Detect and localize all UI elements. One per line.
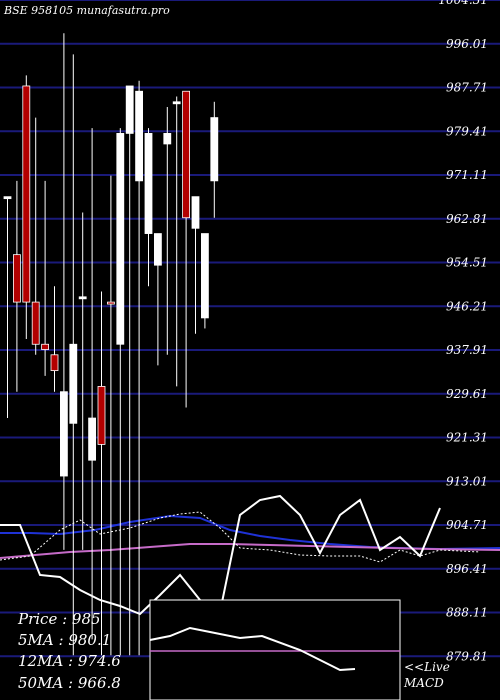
chart-title: BSE 958105 munafasutra.pro — [3, 4, 170, 17]
candle-body — [107, 301, 115, 305]
candle — [191, 196, 200, 334]
candle — [125, 85, 134, 656]
candle-body — [22, 85, 31, 303]
candle-body — [3, 196, 12, 200]
inset-line — [149, 626, 356, 672]
price-tick-label: 996.01 — [446, 37, 488, 51]
macd-label-line: MACD — [403, 676, 444, 690]
candle-body — [12, 254, 21, 303]
price-tick-label: 904.71 — [446, 518, 488, 532]
candle-body — [191, 196, 200, 229]
candle — [144, 128, 153, 287]
candle — [210, 101, 219, 218]
candle — [88, 128, 96, 640]
candle — [153, 233, 162, 366]
candle-body — [172, 101, 181, 105]
candle — [200, 233, 209, 329]
candle — [135, 80, 144, 656]
candle — [69, 54, 78, 656]
candle-body — [153, 233, 162, 266]
candle — [116, 128, 125, 656]
price-tick-label: 888.11 — [446, 606, 488, 620]
candle-body — [210, 117, 219, 182]
candle-body — [125, 85, 134, 134]
candle — [107, 175, 115, 656]
candle-body — [60, 391, 68, 477]
price-tick-label: 962.81 — [446, 212, 488, 226]
candle-body — [144, 133, 153, 234]
candle — [163, 107, 172, 355]
price-tick-label: 1004.31 — [438, 0, 488, 7]
price-axis-labels: 1004.31 996.01 987.71 979.41 971.11 962.81 954… — [438, 0, 488, 663]
candle — [41, 180, 49, 376]
price-tick-label: 921.31 — [446, 431, 488, 445]
candle — [12, 180, 21, 392]
price-tick-label: 896.41 — [446, 562, 488, 576]
price-tick-label: 987.71 — [446, 81, 488, 95]
candle — [182, 90, 191, 408]
price-tick-label: 979.41 — [446, 124, 488, 138]
candle-body — [97, 386, 106, 445]
candle — [3, 196, 12, 419]
price-tick-label: 971.11 — [446, 168, 488, 182]
info-block: Price : 985 5MA : 980.1 12MA : 974.6 50M… — [17, 610, 121, 692]
price-tick-label: 929.61 — [446, 387, 488, 401]
candle-body — [116, 133, 125, 345]
price-tick-label: 937.91 — [446, 343, 488, 357]
candle-body — [88, 417, 96, 461]
macd-label-line: <<Live — [404, 660, 450, 674]
candle-body — [163, 133, 172, 145]
price-label: Price : 985 — [17, 610, 101, 628]
candle-body — [135, 90, 144, 182]
candle — [22, 75, 31, 339]
price-tick-label: 954.51 — [446, 256, 488, 270]
ma12-label: 12MA : 974.6 — [18, 652, 121, 670]
candle-body — [78, 296, 87, 300]
candle-body — [182, 90, 191, 219]
candles — [3, 33, 219, 656]
candle-body — [31, 301, 40, 345]
ma50-label: 50MA : 966.8 — [18, 674, 121, 692]
candle — [78, 212, 87, 550]
candle-body — [50, 354, 59, 372]
candle — [60, 33, 68, 550]
candle — [172, 96, 181, 387]
macd-label: <<Live MACD — [403, 660, 450, 690]
candle-body — [200, 233, 209, 319]
candle-body — [41, 343, 49, 350]
ma5-label: 5MA : 980.1 — [18, 631, 111, 649]
price-tick-label: 879.81 — [446, 649, 488, 663]
inset-panel — [149, 599, 401, 700]
candle — [50, 286, 59, 392]
candle-body — [69, 343, 78, 424]
candle — [97, 291, 106, 656]
price-tick-label: 913.01 — [446, 474, 488, 488]
price-tick-label: 946.21 — [446, 299, 488, 313]
candle — [31, 117, 40, 355]
signal-dotted-line — [0, 511, 481, 563]
moving-average-magenta-line — [0, 543, 500, 559]
